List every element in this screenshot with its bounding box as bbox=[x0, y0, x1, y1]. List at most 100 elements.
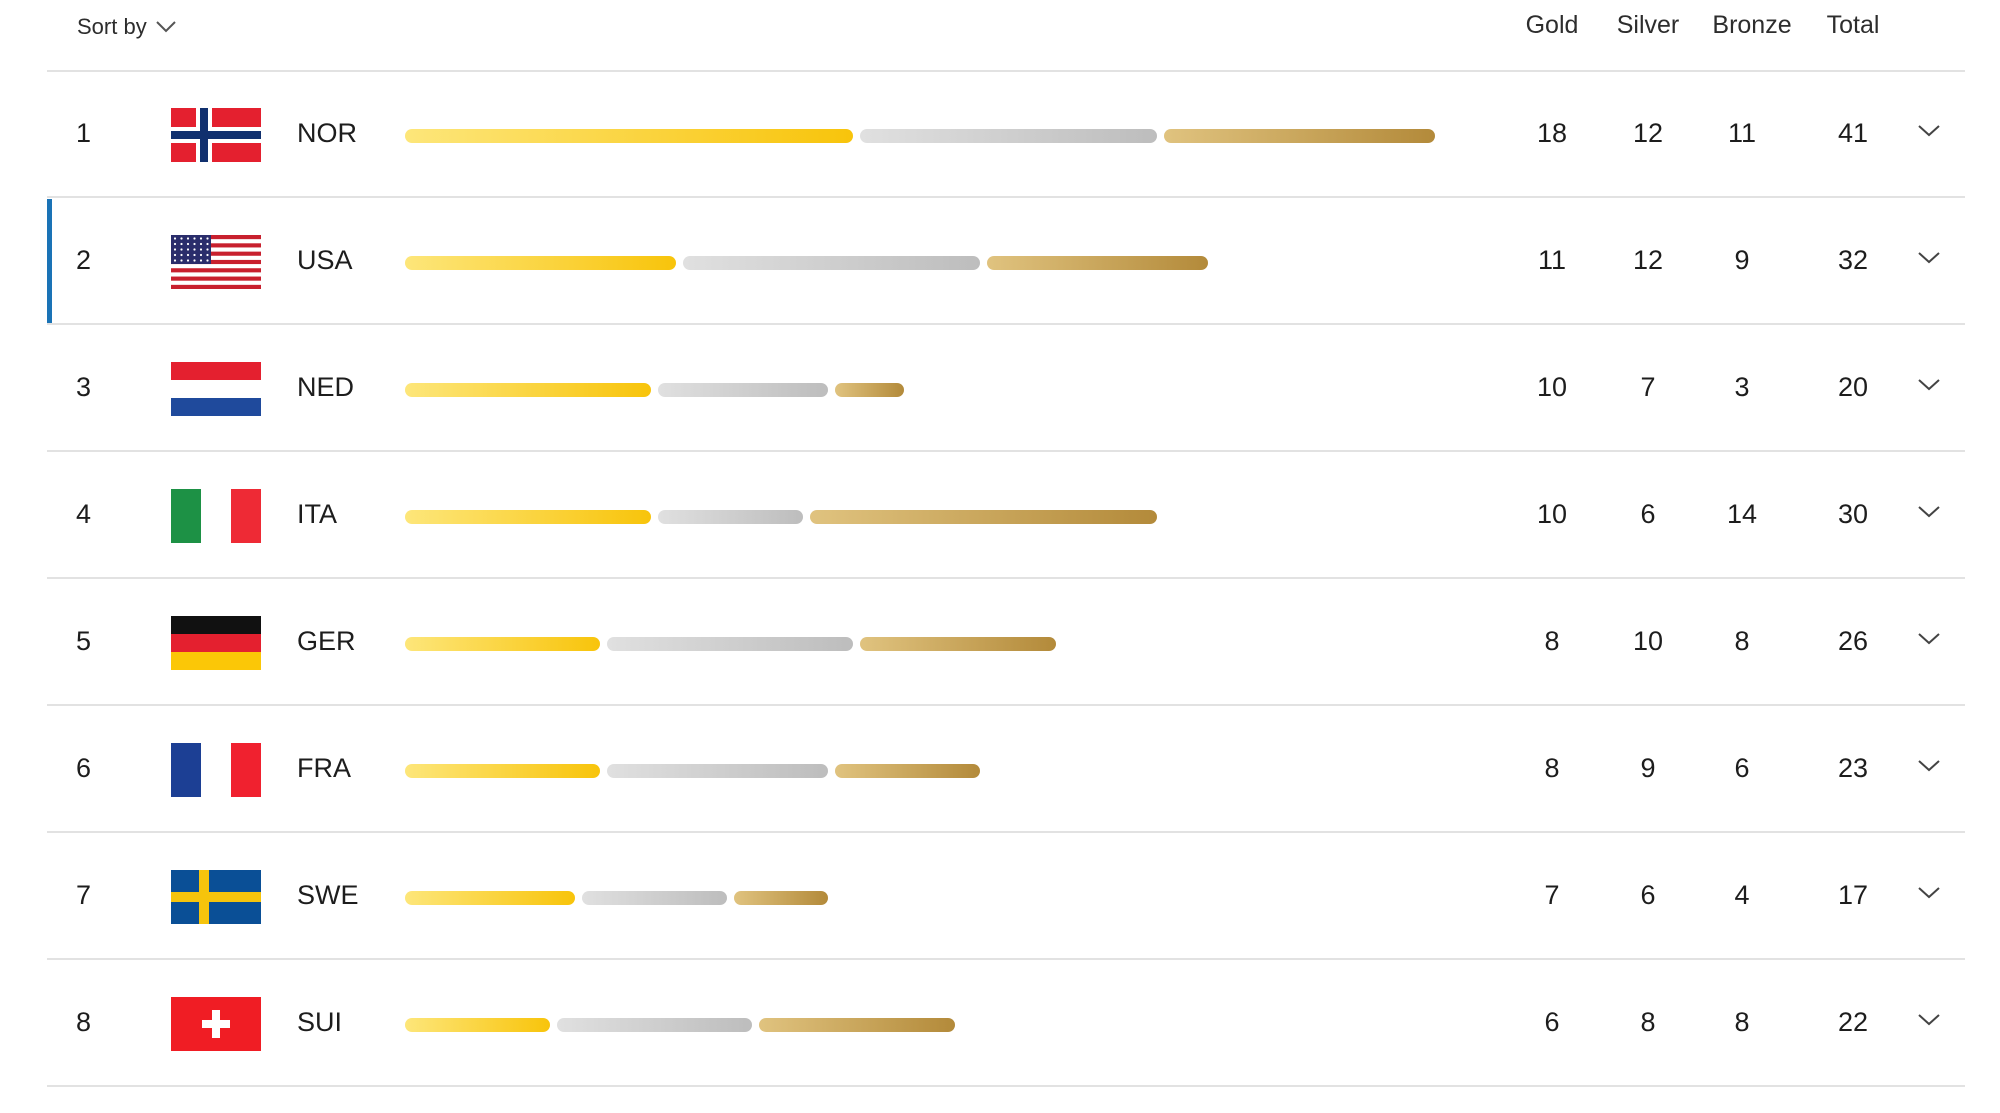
gold-count: 8 bbox=[1544, 626, 1560, 656]
gold-count: 18 bbox=[1536, 118, 1568, 148]
column-header-silver[interactable]: Silver bbox=[1616, 11, 1680, 39]
gold-bar bbox=[405, 383, 651, 397]
gold-bar bbox=[405, 764, 601, 778]
total-count: 30 bbox=[1837, 499, 1869, 529]
usa-flag-icon bbox=[171, 235, 261, 289]
gold-bar bbox=[405, 891, 576, 905]
silver-count: 10 bbox=[1632, 626, 1664, 656]
table-row[interactable]: 8 SUI 6 8 8 22 bbox=[47, 961, 1965, 1087]
gold-count: 6 bbox=[1544, 1007, 1560, 1037]
country-code: GER bbox=[297, 626, 356, 656]
expand-chevron-icon[interactable] bbox=[1917, 632, 1941, 646]
total-count: 22 bbox=[1837, 1007, 1869, 1037]
table-row[interactable]: 2 USA 11 12 9 32 bbox=[47, 199, 1965, 325]
silver-bar bbox=[860, 129, 1157, 143]
country-code: NED bbox=[297, 372, 355, 402]
rank: 3 bbox=[76, 372, 92, 402]
gold-bar bbox=[405, 129, 854, 143]
gold-count: 10 bbox=[1536, 499, 1568, 529]
silver-count: 6 bbox=[1640, 499, 1656, 529]
medal-bars bbox=[405, 129, 1442, 143]
medal-bars bbox=[405, 256, 1215, 270]
country-code: ITA bbox=[297, 499, 337, 529]
table-row[interactable]: 3 NED 10 7 3 20 bbox=[47, 326, 1965, 452]
total-count: 26 bbox=[1837, 626, 1869, 656]
silver-count: 12 bbox=[1632, 245, 1664, 275]
bronze-bar bbox=[986, 256, 1208, 270]
bronze-count: 9 bbox=[1734, 245, 1750, 275]
bronze-bar bbox=[1163, 129, 1436, 143]
bronze-count: 8 bbox=[1734, 626, 1750, 656]
gold-bar bbox=[405, 256, 677, 270]
expand-chevron-icon[interactable] bbox=[1917, 251, 1941, 265]
medal-bars bbox=[405, 891, 835, 905]
table-row[interactable]: 5 GER 8 10 8 26 bbox=[47, 580, 1965, 706]
gold-bar bbox=[405, 637, 601, 651]
table-row[interactable]: 7 SWE 7 6 4 17 bbox=[47, 834, 1965, 960]
bronze-bar bbox=[835, 383, 904, 397]
rank: 6 bbox=[76, 753, 92, 783]
rank: 7 bbox=[76, 880, 92, 910]
bronze-count: 3 bbox=[1734, 372, 1750, 402]
total-count: 41 bbox=[1837, 118, 1869, 148]
switzerland-flag-icon bbox=[171, 997, 261, 1051]
bronze-count: 11 bbox=[1727, 118, 1757, 148]
bronze-bar bbox=[759, 1018, 955, 1032]
column-header-total[interactable]: Total bbox=[1826, 11, 1880, 39]
total-count: 20 bbox=[1837, 372, 1869, 402]
expand-chevron-icon[interactable] bbox=[1917, 505, 1941, 519]
medal-bars bbox=[405, 1018, 962, 1032]
bronze-bar bbox=[860, 637, 1056, 651]
bronze-count: 4 bbox=[1734, 880, 1750, 910]
expand-chevron-icon[interactable] bbox=[1917, 378, 1941, 392]
medal-bars bbox=[405, 637, 1063, 651]
expand-chevron-icon[interactable] bbox=[1917, 124, 1941, 138]
expand-chevron-icon[interactable] bbox=[1917, 886, 1941, 900]
rank: 1 bbox=[76, 118, 92, 148]
column-header-gold[interactable]: Gold bbox=[1525, 11, 1579, 39]
sort-by-label: Sort by bbox=[77, 14, 147, 39]
country-code: FRA bbox=[297, 753, 351, 783]
medal-bars bbox=[405, 510, 1164, 524]
total-count: 23 bbox=[1837, 753, 1869, 783]
silver-count: 7 bbox=[1640, 372, 1656, 402]
silver-bar bbox=[658, 383, 829, 397]
country-code: SWE bbox=[297, 880, 359, 910]
chevron-down-icon bbox=[155, 21, 176, 33]
table-row[interactable]: 6 FRA 8 9 6 23 bbox=[47, 707, 1965, 833]
silver-bar bbox=[607, 637, 854, 651]
norway-flag-icon bbox=[171, 108, 261, 162]
bronze-count: 14 bbox=[1726, 499, 1758, 529]
medal-bars bbox=[405, 764, 987, 778]
silver-count: 12 bbox=[1632, 118, 1664, 148]
medal-table-header: Sort by Gold Silver Bronze Total bbox=[0, 0, 2000, 70]
silver-count: 8 bbox=[1640, 1007, 1656, 1037]
italy-flag-icon bbox=[171, 489, 261, 543]
sort-by-button[interactable]: Sort by bbox=[77, 12, 177, 42]
silver-bar bbox=[683, 256, 980, 270]
bronze-bar bbox=[809, 510, 1157, 524]
gold-count: 10 bbox=[1536, 372, 1568, 402]
gold-count: 8 bbox=[1544, 753, 1560, 783]
sweden-flag-icon bbox=[171, 870, 261, 924]
silver-bar bbox=[556, 1018, 753, 1032]
table-row[interactable]: 1 NOR 18 12 11 41 bbox=[47, 72, 1965, 198]
silver-count: 9 bbox=[1640, 753, 1656, 783]
rank: 5 bbox=[76, 626, 92, 656]
netherlands-flag-icon bbox=[171, 362, 261, 416]
bronze-bar bbox=[733, 891, 829, 905]
france-flag-icon bbox=[171, 743, 261, 797]
column-header-bronze[interactable]: Bronze bbox=[1712, 11, 1792, 39]
total-count: 32 bbox=[1837, 245, 1869, 275]
bronze-bar bbox=[835, 764, 980, 778]
country-code: USA bbox=[297, 245, 353, 275]
medal-bars bbox=[405, 383, 911, 397]
silver-bar bbox=[582, 891, 727, 905]
expand-chevron-icon[interactable] bbox=[1917, 1013, 1941, 1027]
gold-bar bbox=[405, 1018, 550, 1032]
germany-flag-icon bbox=[171, 616, 261, 670]
expand-chevron-icon[interactable] bbox=[1917, 759, 1941, 773]
table-row[interactable]: 4 ITA 10 6 14 30 bbox=[47, 453, 1965, 579]
gold-count: 11 bbox=[1537, 245, 1567, 275]
bronze-count: 8 bbox=[1734, 1007, 1750, 1037]
